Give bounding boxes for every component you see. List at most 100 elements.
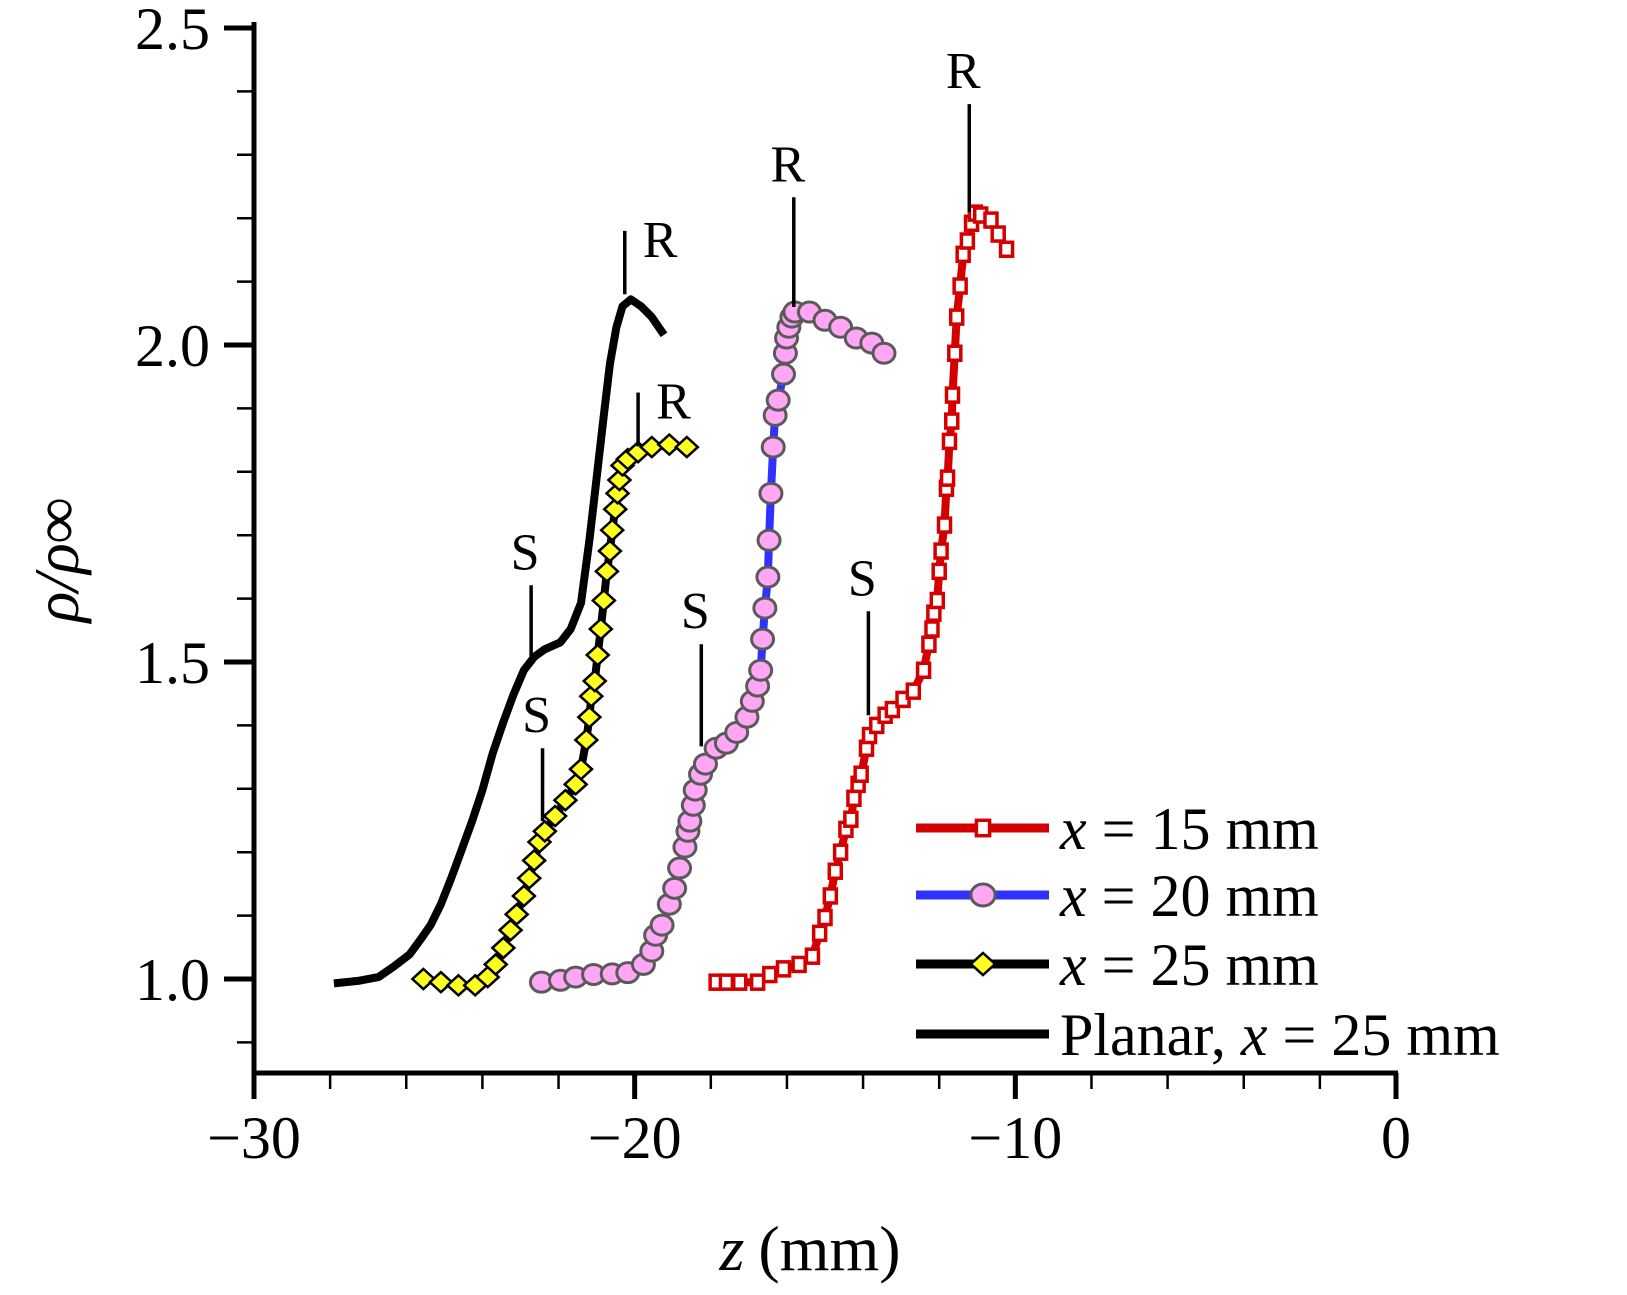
- square-marker: [921, 635, 937, 653]
- square-marker: [931, 562, 947, 581]
- annotation-label: S: [681, 583, 710, 640]
- circle-marker: [758, 481, 784, 505]
- diamond-marker: [521, 848, 548, 873]
- legend-label-var: x: [1240, 1002, 1268, 1068]
- annotation-s: S: [848, 550, 877, 716]
- legend-label-rest: = 15 mm: [1087, 796, 1319, 862]
- annotation-s: S: [511, 524, 540, 666]
- axes: −30 −20 −10 0 1.0 1.5 2.0 2.5: [135, 0, 1411, 1171]
- diamond-marker: [599, 518, 626, 542]
- square-marker: [939, 469, 956, 487]
- diamond-marker: [581, 669, 608, 693]
- annotation-r: R: [946, 43, 981, 212]
- y-tick-label: 2.5: [135, 0, 210, 62]
- square-marker: [990, 225, 1006, 243]
- legend-label-rest: = 25 mm: [1268, 1002, 1500, 1068]
- legend-label: x = 20 mm: [1059, 863, 1319, 929]
- diamond-marker: [531, 819, 558, 843]
- legend-label-var: x: [1059, 932, 1087, 998]
- square-marker: [933, 542, 949, 560]
- series-planar-x-25-mm: [333, 295, 668, 988]
- square-marker: [952, 277, 968, 295]
- diamond-marker: [602, 497, 629, 521]
- square-marker: [905, 682, 922, 700]
- square-marker: [762, 965, 778, 984]
- annotation-label: S: [511, 524, 540, 581]
- diamond-marker: [445, 973, 472, 998]
- x-tick-label: −30: [207, 1105, 301, 1171]
- x-tick-label: 0: [1381, 1105, 1411, 1171]
- square-marker: [936, 516, 953, 534]
- square-marker: [827, 862, 844, 880]
- circle-marker: [969, 882, 997, 908]
- square-marker: [718, 973, 735, 991]
- circle-marker: [667, 856, 693, 880]
- circle-marker: [765, 388, 791, 412]
- diamond-marker: [516, 866, 543, 890]
- legend-label-rest: = 25 mm: [1087, 932, 1319, 998]
- annotations: R R R R S S S S: [511, 43, 981, 822]
- square-marker: [998, 240, 1015, 259]
- annotation-label: R: [643, 212, 678, 269]
- diamond-marker: [606, 468, 633, 492]
- diamond-marker: [587, 617, 614, 641]
- diamond-marker: [594, 559, 620, 584]
- legend-label: x = 15 mm: [1059, 796, 1319, 862]
- diamond-marker: [568, 757, 594, 781]
- legend-entry: Planar, x = 25 mm: [916, 1002, 1500, 1068]
- annotation-s: S: [522, 687, 551, 822]
- diamond-marker: [482, 952, 509, 977]
- circle-marker: [756, 528, 782, 552]
- legend-label-rest: = 20 mm: [1087, 863, 1319, 929]
- legend-label-prefix: Planar,: [1060, 1002, 1241, 1068]
- square-marker: [853, 765, 869, 783]
- square-marker: [929, 591, 946, 610]
- square-marker: [846, 789, 862, 808]
- legend-entry: x = 15 mm: [916, 796, 1319, 862]
- diamond-marker: [656, 432, 683, 457]
- diamond-marker: [573, 728, 600, 752]
- annotation-label: S: [522, 687, 551, 744]
- x-tick-label: −20: [588, 1105, 682, 1171]
- square-marker: [944, 386, 961, 404]
- square-marker: [749, 973, 766, 991]
- legend-label: x = 25 mm: [1059, 932, 1319, 998]
- circle-marker: [752, 596, 778, 620]
- series-x-25-mm: [410, 432, 700, 998]
- series-line: [333, 295, 668, 988]
- annotation-label: R: [770, 136, 805, 193]
- square-marker: [959, 232, 976, 250]
- y-tick-label: 2.0: [135, 313, 210, 379]
- square-marker: [974, 818, 992, 838]
- diamond-marker: [503, 902, 530, 927]
- annotation-r: R: [636, 374, 691, 447]
- square-marker: [944, 412, 960, 430]
- circle-marker: [649, 913, 675, 937]
- diamond-marker: [969, 951, 997, 977]
- circle-marker: [662, 876, 688, 900]
- legend-label: Planar, x = 25 mm: [1060, 1002, 1500, 1068]
- legend-label-var: x: [1059, 796, 1087, 862]
- circle-marker: [755, 565, 781, 589]
- diamond-marker: [410, 967, 437, 991]
- annotation-r: R: [770, 136, 805, 307]
- square-marker: [832, 843, 849, 861]
- series-x-15-mm: [708, 204, 1015, 991]
- square-marker: [948, 308, 965, 326]
- circle-marker: [748, 658, 774, 682]
- square-marker: [843, 810, 859, 828]
- legend-label-var: x: [1059, 863, 1087, 929]
- square-marker: [915, 661, 932, 679]
- annotation-r: R: [623, 212, 678, 295]
- y-tick-label: 1.0: [135, 947, 210, 1013]
- square-marker: [983, 211, 999, 229]
- circle-marker: [871, 341, 897, 365]
- series-layer: [333, 204, 1015, 998]
- y-axis-label: ρ/ρ∞: [21, 498, 92, 625]
- diamond-marker: [511, 884, 537, 908]
- circle-marker: [760, 435, 786, 459]
- square-marker: [817, 908, 833, 927]
- diamond-marker: [542, 804, 568, 828]
